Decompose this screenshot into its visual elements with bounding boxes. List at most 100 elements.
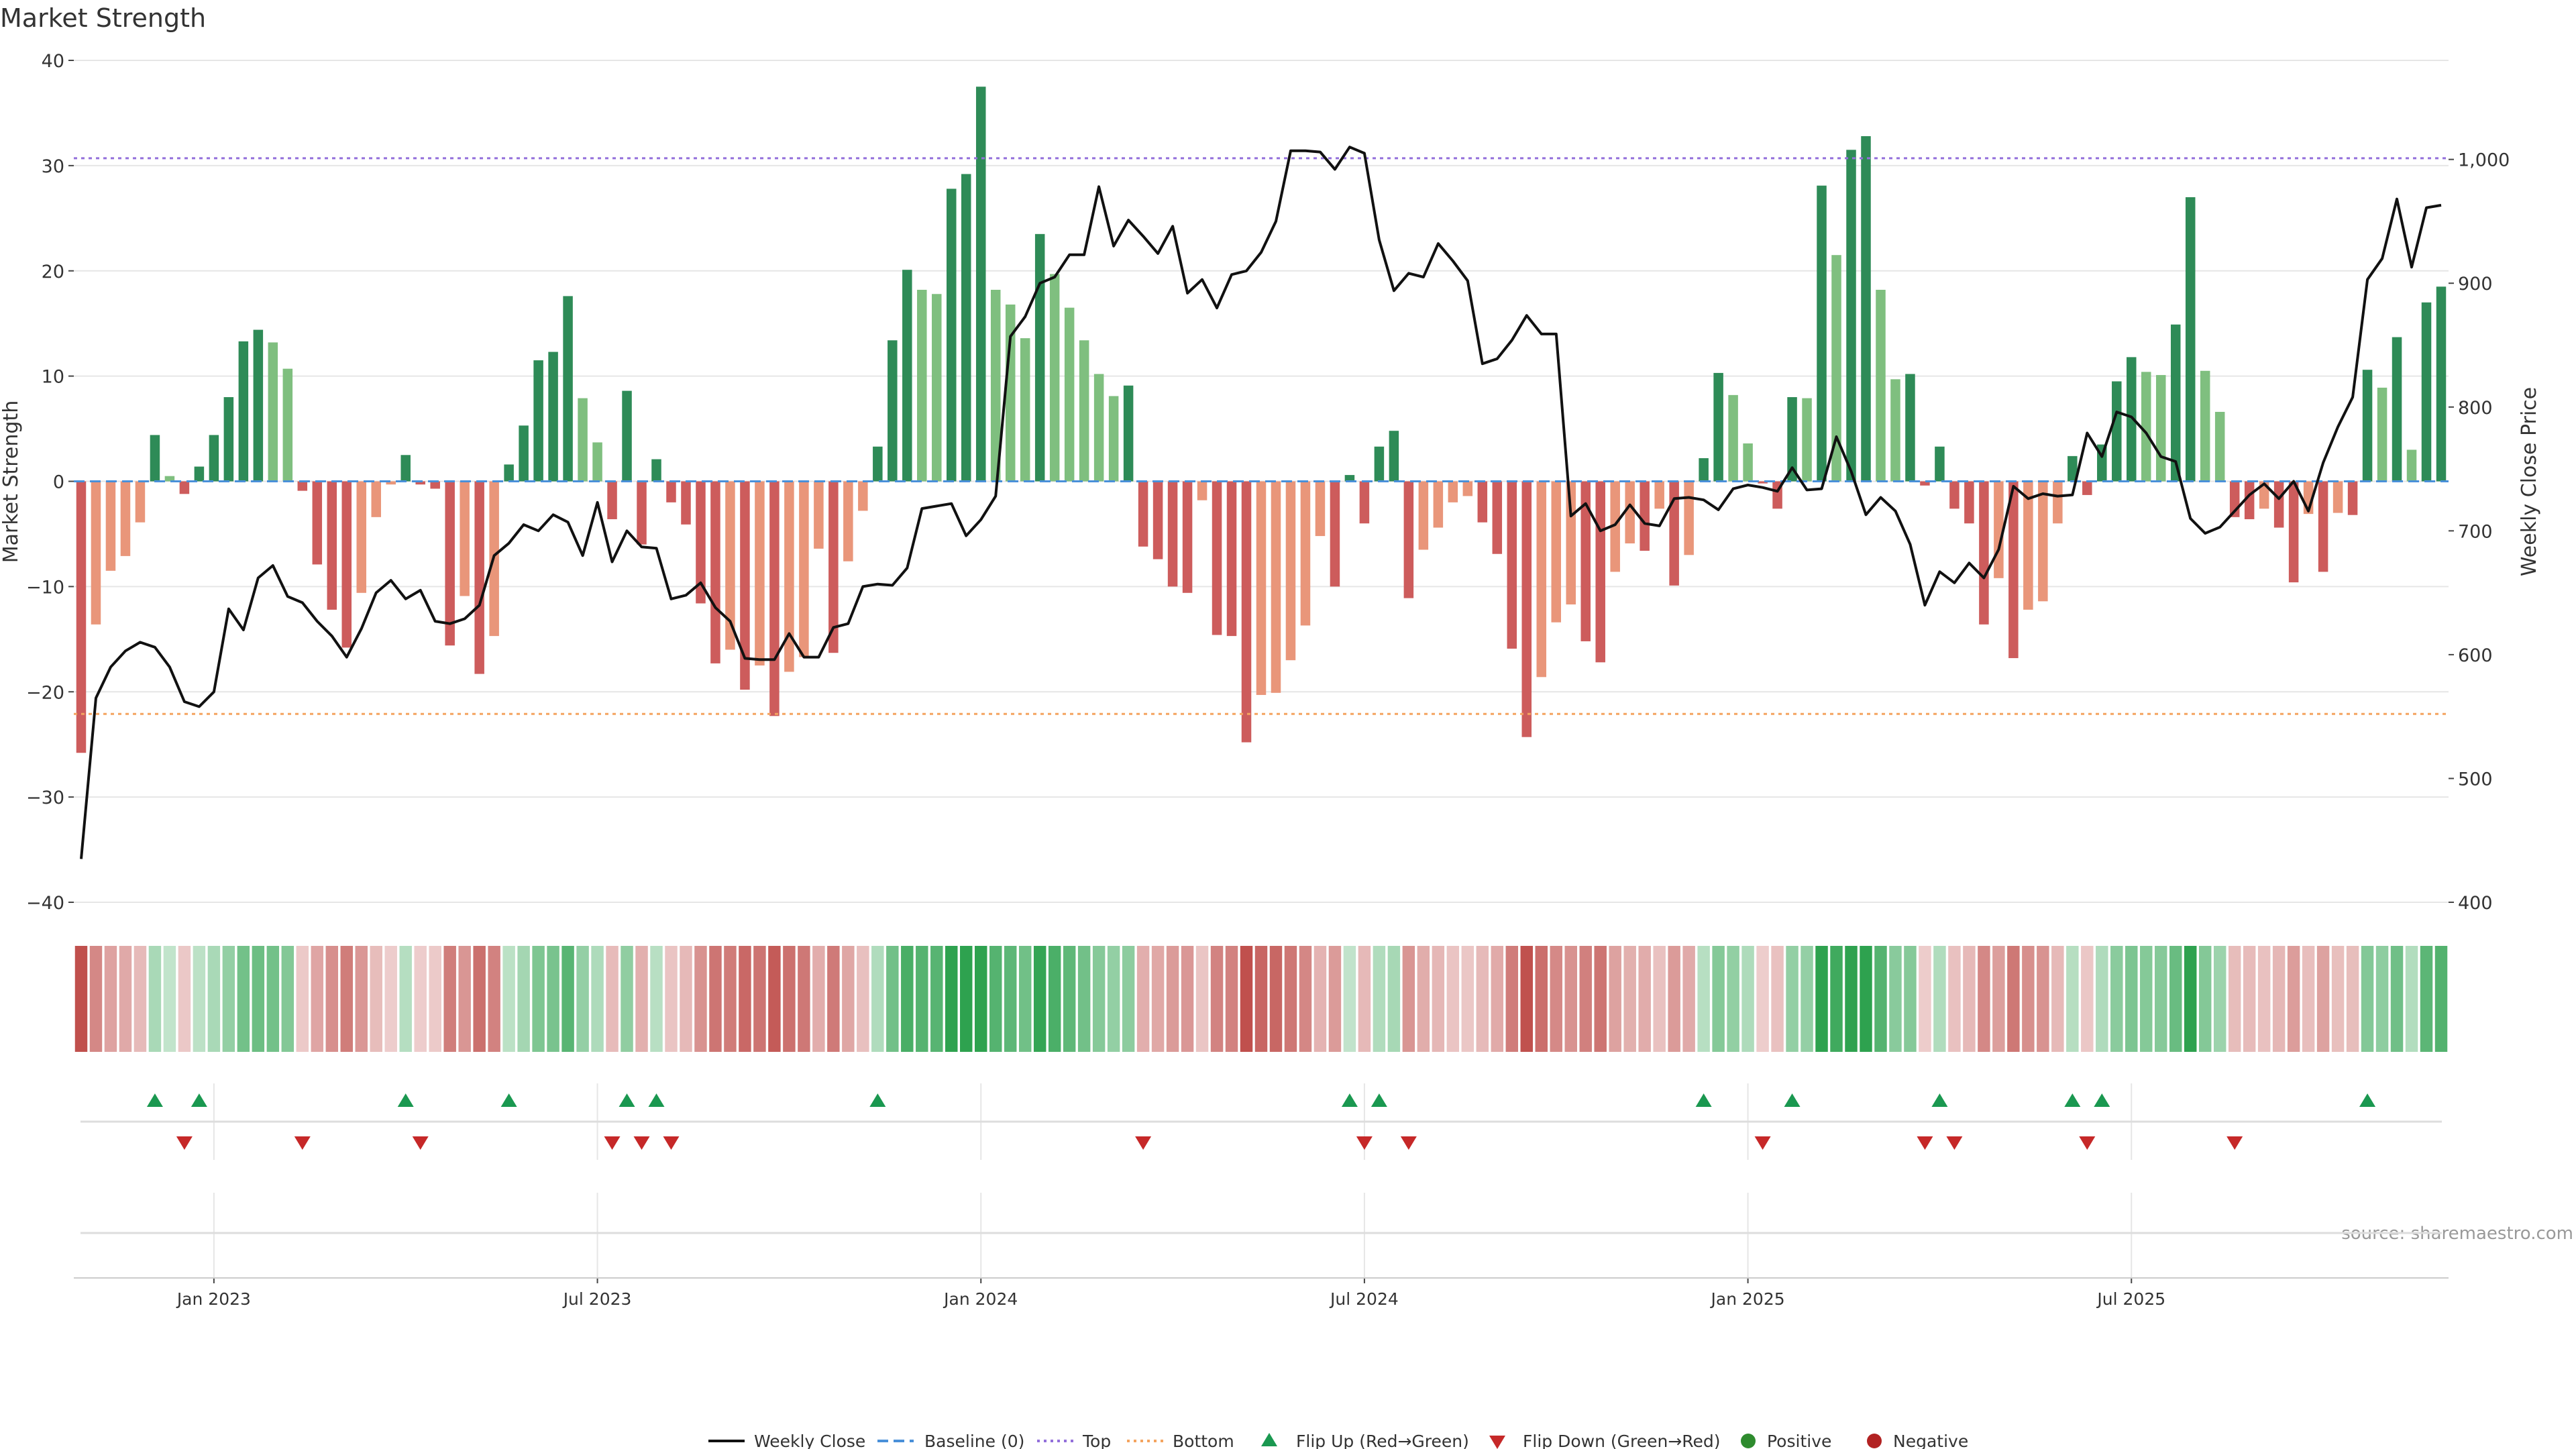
strength-bar <box>902 270 912 482</box>
strength-bar <box>1979 481 1989 625</box>
strength-bar <box>223 397 234 482</box>
flip-up-marker <box>191 1093 207 1107</box>
strength-bar <box>578 398 588 482</box>
heat-cell <box>1919 946 1931 1052</box>
strength-bar <box>164 476 175 482</box>
heat-cell <box>2390 946 2404 1052</box>
strength-bar <box>947 189 957 482</box>
flip-down-marker <box>604 1136 621 1150</box>
heat-cell <box>133 946 147 1052</box>
flip-down-marker <box>1356 1136 1373 1150</box>
flip-down-marker <box>663 1136 680 1150</box>
right-tick-label: 700 <box>2458 521 2493 542</box>
strength-bar <box>1610 481 1620 572</box>
strength-bar <box>1256 481 1267 695</box>
strength-bar <box>1271 481 1281 693</box>
heat-cell <box>1638 946 1651 1052</box>
strength-bar <box>1064 307 1075 482</box>
heat-cell <box>1417 946 1430 1052</box>
strength-bar <box>2112 381 2122 482</box>
flip-up-marker <box>1784 1093 1801 1107</box>
heat-cell <box>399 946 412 1052</box>
strength-bar <box>1831 255 1841 482</box>
legend-flip-down-label: Flip Down (Green→Red) <box>1523 1432 1721 1449</box>
heat-cell <box>2375 946 2389 1052</box>
left-tick-label: 0 <box>53 472 64 493</box>
heat-cell <box>74 946 88 1052</box>
heat-cell <box>2243 946 2256 1052</box>
strength-bar <box>91 481 101 625</box>
strength-bar <box>105 481 116 571</box>
heat-cell <box>1860 946 1872 1052</box>
heat-cell <box>1402 946 1415 1052</box>
flip-down-marker <box>176 1136 193 1150</box>
legend-positive-label: Positive <box>1767 1432 1831 1449</box>
strength-bar <box>1123 385 1134 482</box>
legend-baseline-label: Baseline (0) <box>924 1432 1024 1449</box>
heat-cell <box>1446 946 1460 1052</box>
heat-cell <box>1623 946 1636 1052</box>
left-tick-label: −40 <box>26 893 64 914</box>
heat-cell <box>1033 946 1046 1052</box>
strength-bar <box>1566 481 1576 605</box>
heat-cell <box>325 946 339 1052</box>
strength-bar <box>474 481 484 674</box>
heat-cell <box>1358 946 1371 1052</box>
heat-cell <box>1505 946 1519 1052</box>
strength-bar <box>519 425 529 482</box>
strength-bar <box>1462 481 1473 496</box>
heat-cell <box>591 946 604 1052</box>
heat-cell <box>252 946 265 1052</box>
heat-cell <box>930 946 943 1052</box>
heat-cell <box>148 946 162 1052</box>
strength-bar <box>592 442 602 482</box>
heat-cell <box>1491 946 1504 1052</box>
strength-bar <box>1625 481 1635 544</box>
heat-cell <box>207 946 221 1052</box>
strength-bar <box>445 481 455 646</box>
heat-cell <box>1889 946 1902 1052</box>
strength-bar <box>1758 481 1768 484</box>
heat-cell <box>2169 946 2182 1052</box>
heat-cell <box>1313 946 1327 1052</box>
legend-positive-marker <box>1741 1434 1756 1448</box>
strength-bar <box>415 481 425 485</box>
strength-bar <box>2068 455 2078 482</box>
heat-cell <box>621 946 633 1052</box>
heat-cell <box>2361 946 2374 1052</box>
strength-bar <box>460 481 470 596</box>
heat-cell <box>1933 946 1946 1052</box>
strength-bar <box>725 481 735 650</box>
strength-heat-strip <box>74 946 2448 1052</box>
heat-cell <box>1063 946 1076 1052</box>
strength-bar <box>1964 481 1974 524</box>
heat-cell <box>2287 946 2300 1052</box>
heat-cell <box>768 946 781 1052</box>
strength-bar <box>548 352 558 482</box>
heat-cell <box>1594 946 1607 1052</box>
strength-bar <box>2141 372 2151 482</box>
strength-bar <box>1846 150 1856 482</box>
heat-cell <box>311 946 324 1052</box>
heat-cell <box>1697 946 1710 1052</box>
strength-bar <box>975 87 986 482</box>
heat-cell <box>384 946 397 1052</box>
strength-bar <box>932 294 942 482</box>
strength-bar <box>430 481 440 489</box>
heat-cell <box>1682 946 1695 1052</box>
strength-bar <box>1684 481 1694 555</box>
strength-bar <box>1300 481 1311 626</box>
strength-bar <box>769 481 780 716</box>
heat-cell <box>355 946 368 1052</box>
strength-bar <box>1935 446 1945 482</box>
strength-bar <box>1433 481 1444 528</box>
strength-bar <box>2185 197 2196 482</box>
flip-down-marker <box>412 1136 429 1150</box>
strength-bar <box>843 481 853 561</box>
strength-bar <box>2023 481 2033 610</box>
heat-cell <box>1461 946 1474 1052</box>
heat-cell <box>1210 946 1224 1052</box>
strength-bar <box>2082 481 2092 495</box>
strength-bar <box>1802 398 1812 482</box>
strength-bar <box>238 341 249 482</box>
